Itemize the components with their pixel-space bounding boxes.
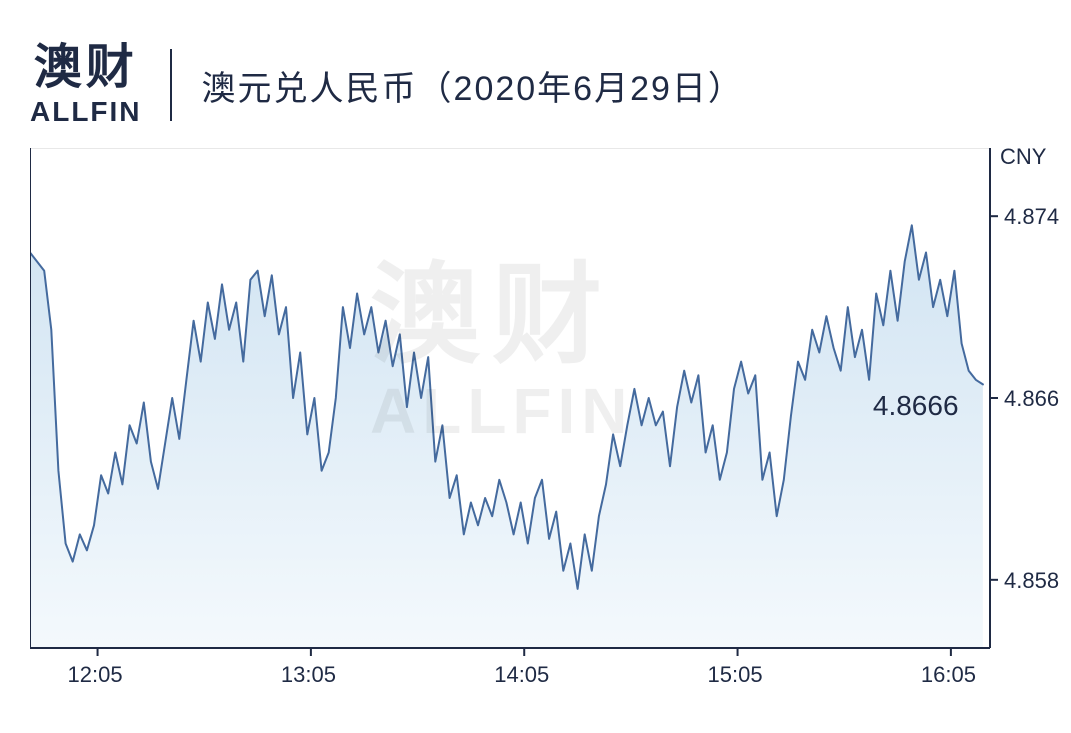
exchange-rate-chart (30, 148, 1040, 708)
brand-logo: 澳财 ALLFIN (30, 44, 142, 126)
x-tick-label: 16:05 (921, 662, 976, 688)
x-tick-label: 15:05 (708, 662, 763, 688)
x-tick-label: 13:05 (281, 662, 336, 688)
chart-container: 4.8584.8664.874 12:0513:0514:0515:0516:0… (30, 148, 1040, 708)
y-tick-label: 4.866 (1004, 386, 1059, 412)
y-axis-unit: CNY (1000, 144, 1046, 170)
header-divider (170, 49, 172, 121)
x-tick-label: 14:05 (494, 662, 549, 688)
x-tick-label: 12:05 (68, 662, 123, 688)
page: 澳财 ALLFIN 澳元兑人民币（2020年6月29日） 4.858 4.866 4… (0, 0, 1071, 733)
last-value-label: 4.8666 (873, 390, 959, 422)
brand-logo-cn: 澳财 (34, 44, 138, 92)
y-tick-label: 4.874 (1004, 204, 1059, 230)
chart-title: 澳元兑人民币（2020年6月29日） (202, 61, 744, 110)
brand-logo-en: ALLFIN (30, 98, 142, 126)
y-tick-label: 4.858 (1004, 568, 1059, 594)
header: 澳财 ALLFIN 澳元兑人民币（2020年6月29日） (30, 44, 744, 126)
